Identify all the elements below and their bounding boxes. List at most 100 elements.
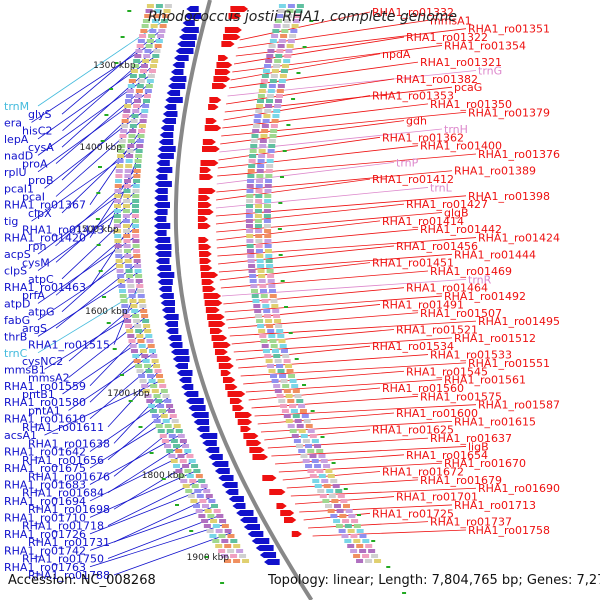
minus-strand-gene — [177, 41, 196, 47]
feature-block-left — [125, 264, 133, 268]
plus-strand-gene — [216, 62, 233, 68]
tick-mark — [175, 504, 180, 506]
feature-block-left — [164, 399, 172, 403]
connector-line — [216, 220, 381, 241]
feature-block-left — [136, 144, 144, 148]
feature-block-left — [195, 509, 203, 513]
feature-block-left — [134, 164, 142, 168]
feature-block-left — [154, 44, 162, 48]
gene-label-left: RHA1_ro01580 — [4, 396, 86, 409]
feature-block-left — [212, 539, 220, 543]
feature-block-left — [122, 219, 130, 223]
feature-block-left — [188, 459, 196, 463]
tick-mark — [302, 384, 307, 386]
minus-strand-gene — [157, 146, 176, 152]
feature-block-right — [264, 229, 272, 233]
feature-block-left — [131, 209, 139, 213]
feature-block-left — [114, 239, 122, 243]
feature-block-right — [280, 404, 288, 408]
feature-block-left — [118, 284, 126, 288]
feature-block-left — [150, 354, 158, 358]
tick-mark — [102, 296, 107, 298]
feature-block-right — [371, 554, 379, 558]
feature-block-right — [283, 59, 291, 63]
minus-strand-gene — [153, 223, 171, 229]
feature-block-left — [137, 294, 145, 298]
minus-strand-gene — [156, 160, 170, 166]
gene-label-right: RHA1_ro01492 — [444, 290, 526, 303]
tick-mark — [309, 20, 314, 22]
feature-block-left — [221, 554, 229, 558]
connector-line — [113, 388, 166, 444]
feature-block-right — [323, 464, 331, 468]
feature-block-right — [287, 424, 295, 428]
connector-line — [226, 304, 381, 321]
feature-block-left — [132, 64, 140, 68]
connector-line — [44, 109, 146, 189]
gene-label-right: RHA1_ro01507 — [420, 307, 502, 320]
feature-block-left — [136, 369, 144, 373]
feature-block-left — [146, 79, 154, 83]
feature-block-left — [115, 254, 123, 258]
feature-block-left — [132, 249, 140, 253]
minus-strand-gene — [188, 405, 206, 411]
feature-block-left — [153, 14, 161, 18]
feature-block-left — [140, 29, 148, 33]
gene-label-right: RHA1_ro01672 — [382, 466, 464, 479]
feature-block-left — [149, 29, 157, 33]
feature-block-left — [207, 514, 215, 518]
tick-mark — [220, 582, 225, 584]
feature-block-left — [133, 99, 141, 103]
feature-block-left — [134, 94, 142, 98]
gene-label-right: RHA1_ro01637 — [430, 432, 512, 445]
feature-block-right — [261, 344, 269, 348]
feature-block-right — [285, 364, 293, 368]
plus-strand-gene — [198, 237, 209, 243]
minus-strand-gene — [264, 559, 280, 565]
genome-backbone — [173, 0, 314, 600]
gene-label-left: proA — [22, 158, 48, 171]
feature-block-right — [255, 234, 263, 238]
feature-block-right — [258, 279, 266, 283]
feature-block-right — [246, 199, 254, 203]
feature-block-right — [283, 19, 291, 23]
feature-block-right — [251, 289, 259, 293]
feature-block-left — [149, 409, 157, 413]
plus-strand-gene — [214, 69, 231, 75]
connector-line — [113, 532, 232, 576]
feature-block-left — [236, 549, 244, 553]
feature-block-left — [119, 134, 127, 138]
gene-label-right: RHA1_ro01679 — [420, 474, 502, 487]
plus-strand-gene — [243, 433, 259, 439]
feature-block-left — [198, 514, 206, 518]
feature-block-right — [300, 454, 308, 458]
gene-label-left: nadD — [4, 149, 33, 162]
feature-block-right — [267, 274, 275, 278]
feature-block-right — [334, 504, 342, 508]
feature-block-right — [282, 64, 290, 68]
feature-block-left — [239, 554, 247, 558]
minus-strand-gene — [174, 55, 189, 61]
feature-block-left — [151, 19, 159, 23]
gene-label-right: RHA1_ro01379 — [468, 106, 550, 119]
feature-block-left — [114, 189, 122, 193]
minus-strand-gene — [167, 335, 182, 341]
feature-block-right — [267, 49, 275, 53]
feature-block-left — [126, 329, 134, 333]
feature-block-left — [150, 64, 158, 68]
feature-block-left — [144, 364, 152, 368]
gene-label-right: RHA1_ro01469 — [430, 265, 512, 278]
feature-block-right — [266, 324, 274, 328]
feature-block-left — [145, 84, 153, 88]
feature-block-right — [309, 454, 317, 458]
tick-mark — [288, 332, 293, 334]
plus-strand-gene — [200, 272, 219, 278]
connector-line — [231, 329, 395, 345]
feature-block-left — [166, 429, 174, 433]
feature-block-left — [182, 464, 190, 468]
feature-block-right — [282, 24, 290, 28]
feature-block-right — [266, 54, 274, 58]
connector-line — [68, 316, 146, 378]
feature-block-right — [280, 349, 288, 353]
feature-block-right — [268, 144, 276, 148]
